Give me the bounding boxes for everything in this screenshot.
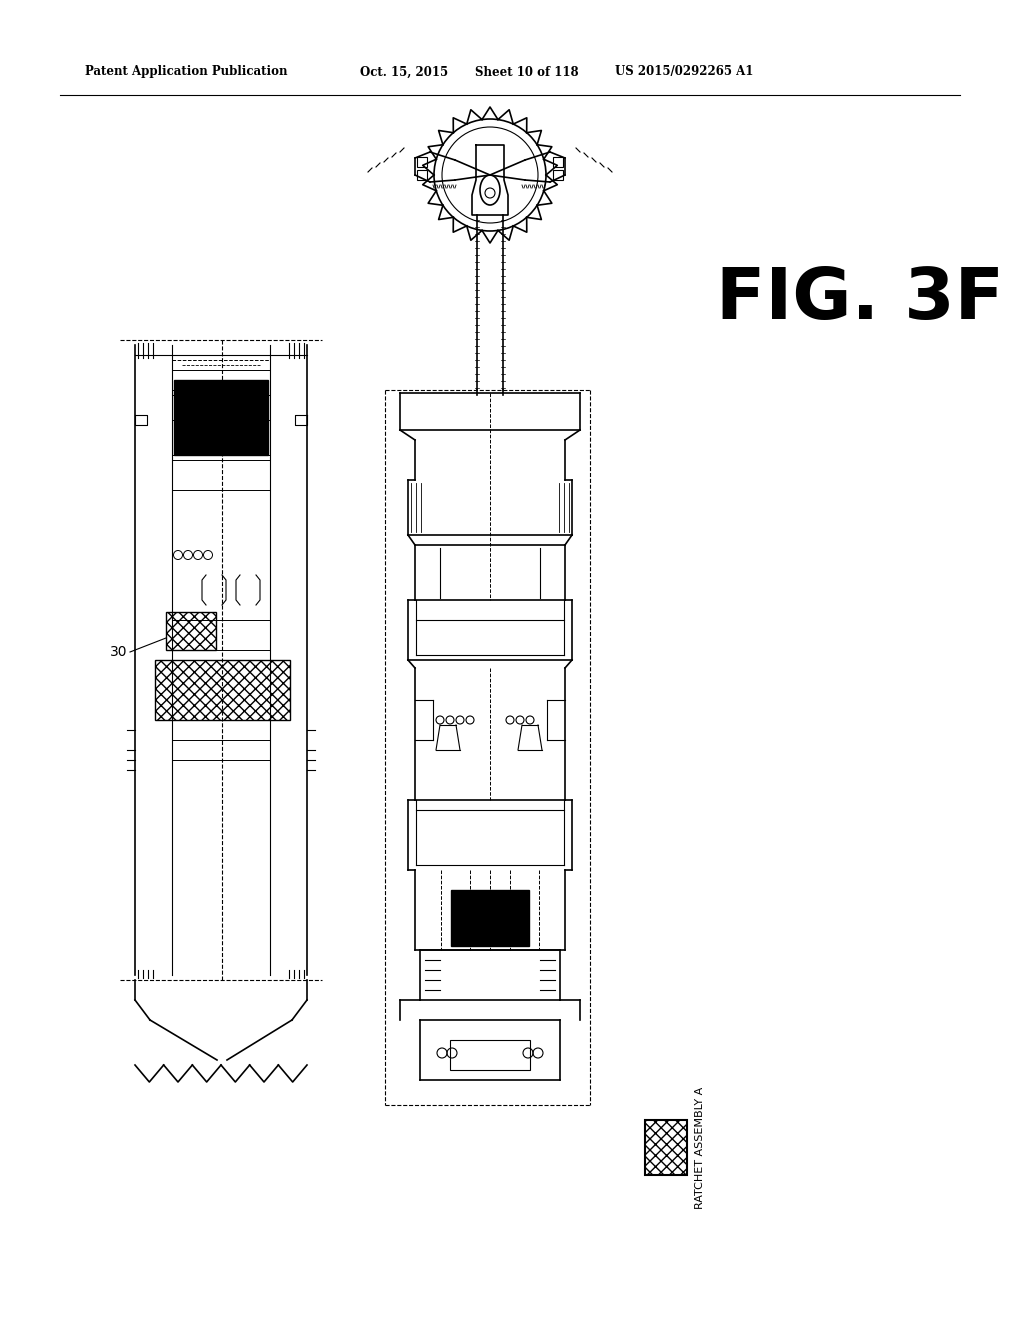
Bar [155,660,290,719]
Bar [417,157,427,168]
Text: Patent Application Publication: Patent Application Publication [85,66,288,78]
Bar [166,612,216,649]
Bar [645,1119,687,1175]
Text: 30: 30 [110,645,127,659]
Bar [174,380,268,455]
Text: Oct. 15, 2015: Oct. 15, 2015 [360,66,449,78]
Bar [553,157,563,168]
Text: FIG. 3F: FIG. 3F [716,265,1004,334]
Bar [417,170,427,180]
Bar [450,1040,530,1071]
Text: RATCHET ASSEMBLY A: RATCHET ASSEMBLY A [695,1086,705,1209]
Bar [553,170,563,180]
Text: US 2015/0292265 A1: US 2015/0292265 A1 [615,66,754,78]
Bar [451,890,529,946]
Text: Sheet 10 of 118: Sheet 10 of 118 [475,66,579,78]
